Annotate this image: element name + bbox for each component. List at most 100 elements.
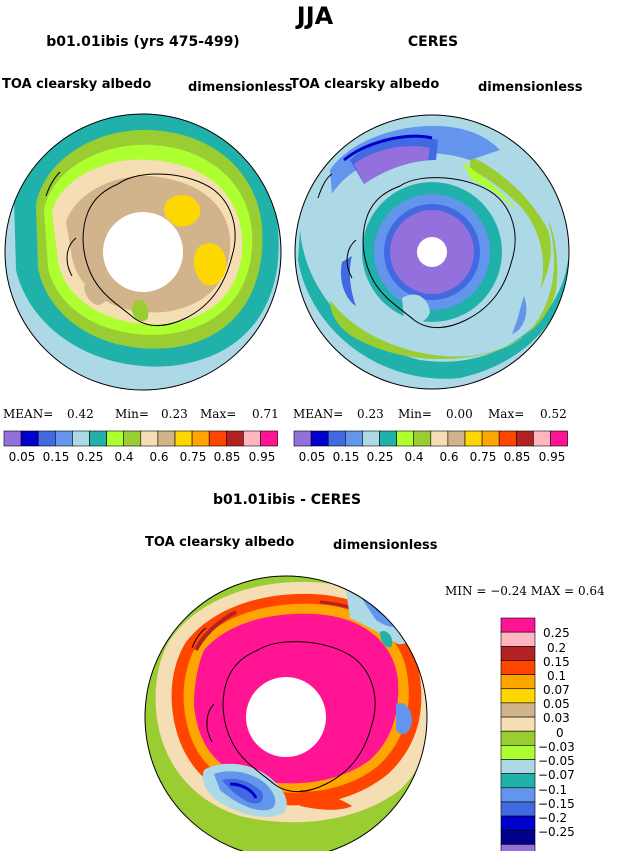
colorbar-swatch	[500, 844, 536, 851]
cb-right-label: 0.95	[538, 450, 566, 464]
diff-units: dimensionless	[333, 538, 438, 553]
colorbar-swatch	[191, 430, 210, 447]
tan-patch	[84, 271, 107, 305]
page-title: JJA	[296, 2, 334, 30]
colorbar-swatch	[500, 716, 536, 732]
model-albedo-map	[5, 114, 281, 390]
colorbar-left	[3, 430, 278, 447]
panel-right-mean-label: MEAN=	[293, 407, 344, 421]
colorbar-swatch	[89, 430, 107, 447]
colorbar-right	[293, 430, 568, 447]
colorbar-swatch	[515, 430, 534, 447]
antarctica-coastline	[362, 177, 516, 328]
cb-diff-label: −0.05	[538, 754, 575, 768]
colorbar-swatch	[379, 430, 397, 447]
colorbar-swatch	[260, 430, 278, 447]
south-america-coastline	[317, 173, 333, 199]
panel-right-case-title: CERES	[407, 34, 459, 50]
panel-left-mean-value: 0.42	[67, 407, 94, 421]
colorbar-swatch	[498, 430, 517, 447]
ceres-albedo-map	[295, 115, 569, 389]
colorbar-swatch	[310, 430, 329, 447]
diff-stats: MIN = −0.24 MAX = 0.64	[445, 584, 605, 598]
colorbar-swatch	[243, 430, 261, 447]
cb-diff-label: 0.15	[543, 655, 570, 669]
blue-patch-e	[396, 702, 412, 735]
colorbar-swatch	[37, 430, 56, 447]
difference-map	[145, 576, 427, 851]
cb-left-label: 0.4	[114, 450, 134, 464]
cb-right-label: 0.15	[332, 450, 360, 464]
colorbar-swatch	[500, 660, 536, 675]
colorbar-swatch	[123, 430, 142, 447]
colorbar-swatch	[72, 430, 90, 447]
left-map-border	[4, 113, 282, 391]
south-america-coastline	[191, 627, 207, 649]
colorbar-swatch	[464, 430, 483, 447]
colorbar-swatch	[500, 773, 536, 789]
colorbar-swatch	[500, 730, 536, 746]
cb-left-label: 0.25	[76, 450, 104, 464]
cb-right-label: 0.85	[503, 450, 531, 464]
colorbar-swatch	[500, 787, 536, 803]
pole-hole	[417, 237, 447, 267]
peninsula-coastline	[206, 703, 215, 743]
colorbar-swatch	[413, 430, 432, 447]
cb-diff-label: 0.25	[543, 626, 570, 640]
cb-left-label: 0.85	[213, 450, 241, 464]
cb-diff-label: −0.07	[538, 768, 575, 782]
colorbar-swatch	[500, 631, 536, 647]
colorbar-swatch	[226, 430, 244, 447]
cb-diff-label: 0.1	[547, 669, 567, 683]
panel-right-max-label: Max=	[488, 407, 525, 421]
colorbar-swatch	[500, 745, 536, 760]
colorbar-swatch	[362, 430, 380, 447]
cb-right-label: 0.05	[298, 450, 326, 464]
colorbar-swatch	[20, 430, 39, 447]
cb-diff-label: 0.03	[543, 711, 570, 725]
diff-variable: TOA clearsky albedo	[145, 535, 295, 550]
teal-patch	[380, 630, 393, 648]
firebrick-edge	[194, 610, 237, 651]
colorbar-swatch	[550, 430, 568, 447]
colorbar-swatch	[140, 430, 159, 447]
panel-right-variable: TOA clearsky albedo	[290, 77, 440, 92]
cb-right-label: 0.75	[469, 450, 497, 464]
cb-diff-label: −0.1	[538, 783, 568, 797]
colorbar-swatch	[500, 801, 536, 817]
colorbar-swatch	[174, 430, 193, 447]
colorbar-swatch	[327, 430, 346, 447]
colorbar-swatch	[430, 430, 449, 447]
diff-map-border	[144, 575, 428, 851]
colorbar-swatch	[533, 430, 551, 447]
colorbar-swatch	[293, 430, 312, 447]
panel-left-case-title: b01.01ibis (yrs 475-499)	[46, 34, 240, 50]
cb-diff-label: 0.05	[543, 697, 570, 711]
panel-left-max-value: 0.71	[252, 407, 279, 421]
panel-right-min-label: Min=	[398, 407, 432, 421]
peninsula-coastline	[66, 237, 77, 277]
cb-right-label: 0.25	[366, 450, 394, 464]
darkblue-core	[229, 782, 258, 799]
cb-left-label: 0.15	[42, 450, 70, 464]
panel-right-min-value: 0.00	[446, 407, 473, 421]
colorbar-swatch	[3, 430, 22, 447]
panel-right-units: dimensionless	[478, 80, 583, 95]
antarctica-coastline	[222, 641, 376, 792]
lime-patch	[462, 162, 520, 216]
blue-patch-west	[340, 256, 356, 306]
pole-hole	[246, 677, 326, 757]
panel-left-units: dimensionless	[188, 80, 293, 95]
gold-patch	[193, 243, 227, 286]
gold-patch	[164, 194, 201, 227]
colorbar-swatch	[500, 617, 536, 633]
colorbar-swatch	[54, 430, 73, 447]
colorbar-swatch	[500, 829, 536, 845]
cb-diff-label: 0.07	[543, 683, 570, 697]
cb-left-label: 0.75	[179, 450, 207, 464]
panel-right-max-value: 0.52	[540, 407, 567, 421]
cb-diff-label: −0.25	[538, 825, 575, 839]
colorbar-swatch	[500, 815, 536, 831]
cb-left-label: 0.95	[248, 450, 276, 464]
